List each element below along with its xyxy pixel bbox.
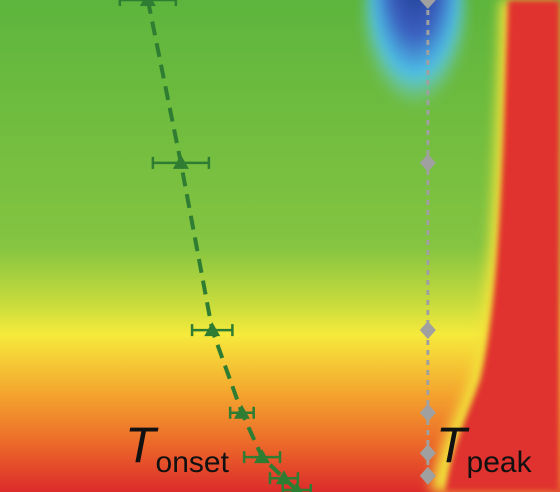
data-point xyxy=(233,404,250,419)
data-point xyxy=(419,403,436,422)
error-bar xyxy=(118,0,178,6)
data-point xyxy=(419,466,436,485)
annotation: Tonset xyxy=(125,417,230,479)
data-point xyxy=(254,449,271,464)
annotation: Tpeak xyxy=(436,417,533,479)
data-point xyxy=(139,0,156,6)
data-point xyxy=(419,444,436,463)
data-point xyxy=(172,154,189,169)
data-point xyxy=(275,470,292,485)
annotation-sub: peak xyxy=(467,446,533,479)
annotation-main: T xyxy=(436,417,470,473)
data-point xyxy=(291,482,303,492)
data-point xyxy=(419,321,436,340)
data-point xyxy=(419,153,436,172)
data-point xyxy=(419,0,436,9)
annotation-sub: onset xyxy=(156,446,230,479)
annotation-main: T xyxy=(125,417,159,473)
data-point xyxy=(204,322,221,337)
